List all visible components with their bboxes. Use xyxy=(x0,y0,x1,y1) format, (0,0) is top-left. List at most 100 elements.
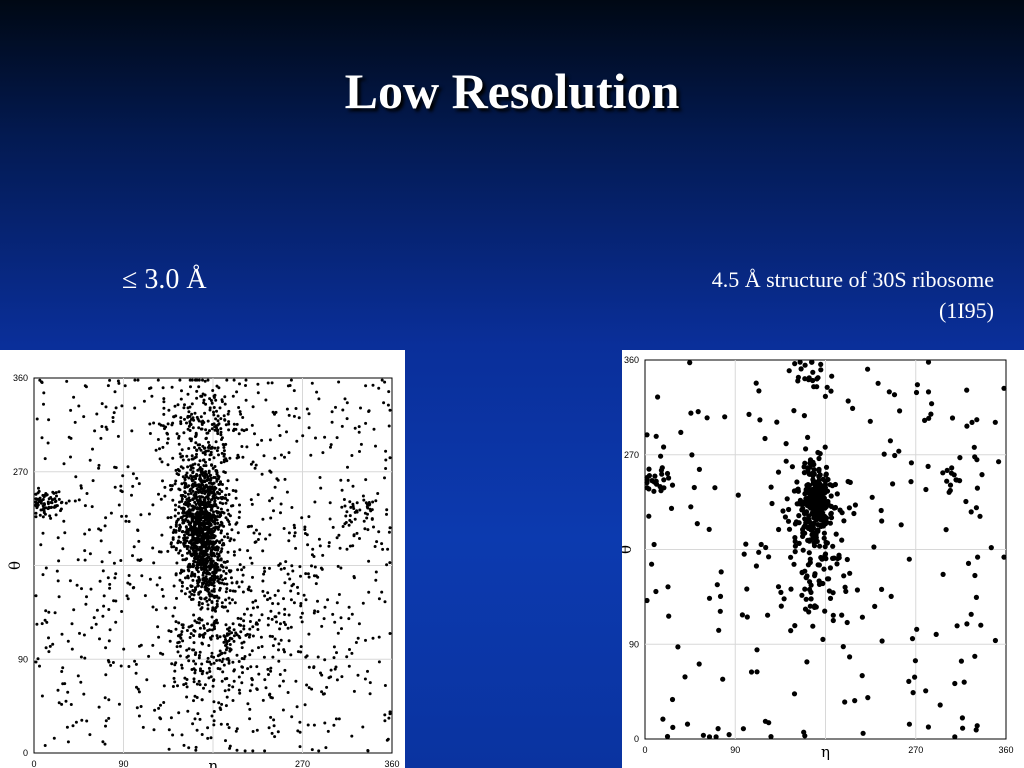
scatter-point xyxy=(263,749,267,753)
scatter-point xyxy=(213,528,217,532)
scatter-point xyxy=(187,476,191,480)
scatter-point xyxy=(675,644,681,650)
scatter-point xyxy=(228,746,232,750)
scatter-point xyxy=(806,504,812,510)
scatter-point xyxy=(805,562,811,568)
scatter-point xyxy=(299,645,303,649)
scatter-point xyxy=(198,533,202,537)
scatter-point xyxy=(846,505,852,511)
scatter-point xyxy=(63,531,67,535)
scatter-point xyxy=(254,528,258,532)
scatter-point xyxy=(239,412,243,416)
scatter-point xyxy=(221,578,225,582)
scatter-point xyxy=(213,428,217,432)
x-tick-label: 360 xyxy=(998,745,1013,755)
scatter-point xyxy=(49,516,53,520)
scatter-point xyxy=(795,488,801,494)
scatter-point xyxy=(230,598,234,602)
scatter-point xyxy=(161,479,164,483)
scatter-point xyxy=(182,543,186,547)
scatter-point xyxy=(328,517,332,521)
scatter-point xyxy=(808,596,814,602)
scatter-point xyxy=(44,566,48,570)
scatter-point xyxy=(804,659,810,665)
scatter-point xyxy=(126,465,130,469)
scatter-point xyxy=(277,563,281,567)
scatter-point xyxy=(123,384,127,388)
scatter-point xyxy=(972,454,978,460)
scatter-point xyxy=(198,537,202,541)
scatter-point xyxy=(41,493,45,497)
scatter-point xyxy=(103,742,107,746)
scatter-point xyxy=(282,648,286,652)
scatter-point xyxy=(664,470,671,477)
scatter-point xyxy=(801,729,807,735)
scatter-point xyxy=(130,429,134,433)
scatter-point xyxy=(248,653,252,657)
scatter-point xyxy=(210,463,213,467)
scatter-point xyxy=(231,622,235,626)
scatter-point xyxy=(166,437,170,441)
scatter-point xyxy=(754,647,760,653)
scatter-point xyxy=(150,394,154,398)
scatter-point xyxy=(92,616,96,620)
scatter-point xyxy=(964,387,970,393)
scatter-point xyxy=(241,455,245,459)
scatter-point xyxy=(151,546,155,550)
scatter-point xyxy=(357,622,361,626)
scatter-point xyxy=(205,671,209,675)
scatter-point xyxy=(191,426,195,430)
scatter-point xyxy=(237,406,241,409)
scatter-point xyxy=(958,658,964,664)
scatter-point xyxy=(197,679,201,683)
scatter-point xyxy=(678,429,684,435)
scatter-point xyxy=(250,649,254,653)
scatter-point xyxy=(191,416,195,420)
scatter-point xyxy=(289,625,293,629)
scatter-point xyxy=(207,440,210,444)
scatter-point xyxy=(102,594,106,598)
scatter-point xyxy=(188,590,192,594)
y-tick-label: 270 xyxy=(624,450,639,460)
scatter-point xyxy=(211,684,215,688)
scatter-point xyxy=(174,573,178,577)
scatter-point xyxy=(127,665,131,668)
scatter-point xyxy=(348,514,352,518)
scatter-point xyxy=(230,504,233,508)
scatter-point xyxy=(298,565,302,569)
scatter-point xyxy=(196,581,200,585)
scatter-point xyxy=(228,744,232,748)
scatter-point xyxy=(212,410,215,414)
scatter-point xyxy=(185,648,189,652)
scatter-point xyxy=(90,505,94,509)
scatter-point xyxy=(374,499,378,503)
scatter-point xyxy=(807,556,813,562)
scatter-point xyxy=(243,749,247,753)
scatter-point xyxy=(241,665,244,669)
scatter-point xyxy=(890,481,896,487)
scatter-point xyxy=(979,472,985,478)
scatter-point xyxy=(106,384,110,388)
scatter-point xyxy=(203,452,207,456)
scatter-point xyxy=(851,510,857,517)
scatter-point xyxy=(891,392,898,398)
scatter-point xyxy=(199,513,203,517)
scatter-point xyxy=(222,458,226,462)
scatter-point xyxy=(260,472,264,476)
scatter-point xyxy=(287,539,291,543)
scatter-point xyxy=(188,429,192,432)
scatter-point xyxy=(232,679,236,683)
scatter-point xyxy=(294,679,298,683)
scatter-point xyxy=(237,623,241,627)
scatter-point xyxy=(246,702,250,706)
scatter-point xyxy=(71,724,75,728)
scatter-point xyxy=(174,627,178,631)
scatter-point xyxy=(374,578,378,582)
scatter-point xyxy=(117,503,121,507)
scatter-point xyxy=(688,410,694,416)
scatter-point xyxy=(224,704,228,708)
scatter-point xyxy=(198,717,202,721)
scatter-point xyxy=(209,450,213,454)
scatter-point xyxy=(165,441,169,445)
scatter-point xyxy=(161,445,165,449)
